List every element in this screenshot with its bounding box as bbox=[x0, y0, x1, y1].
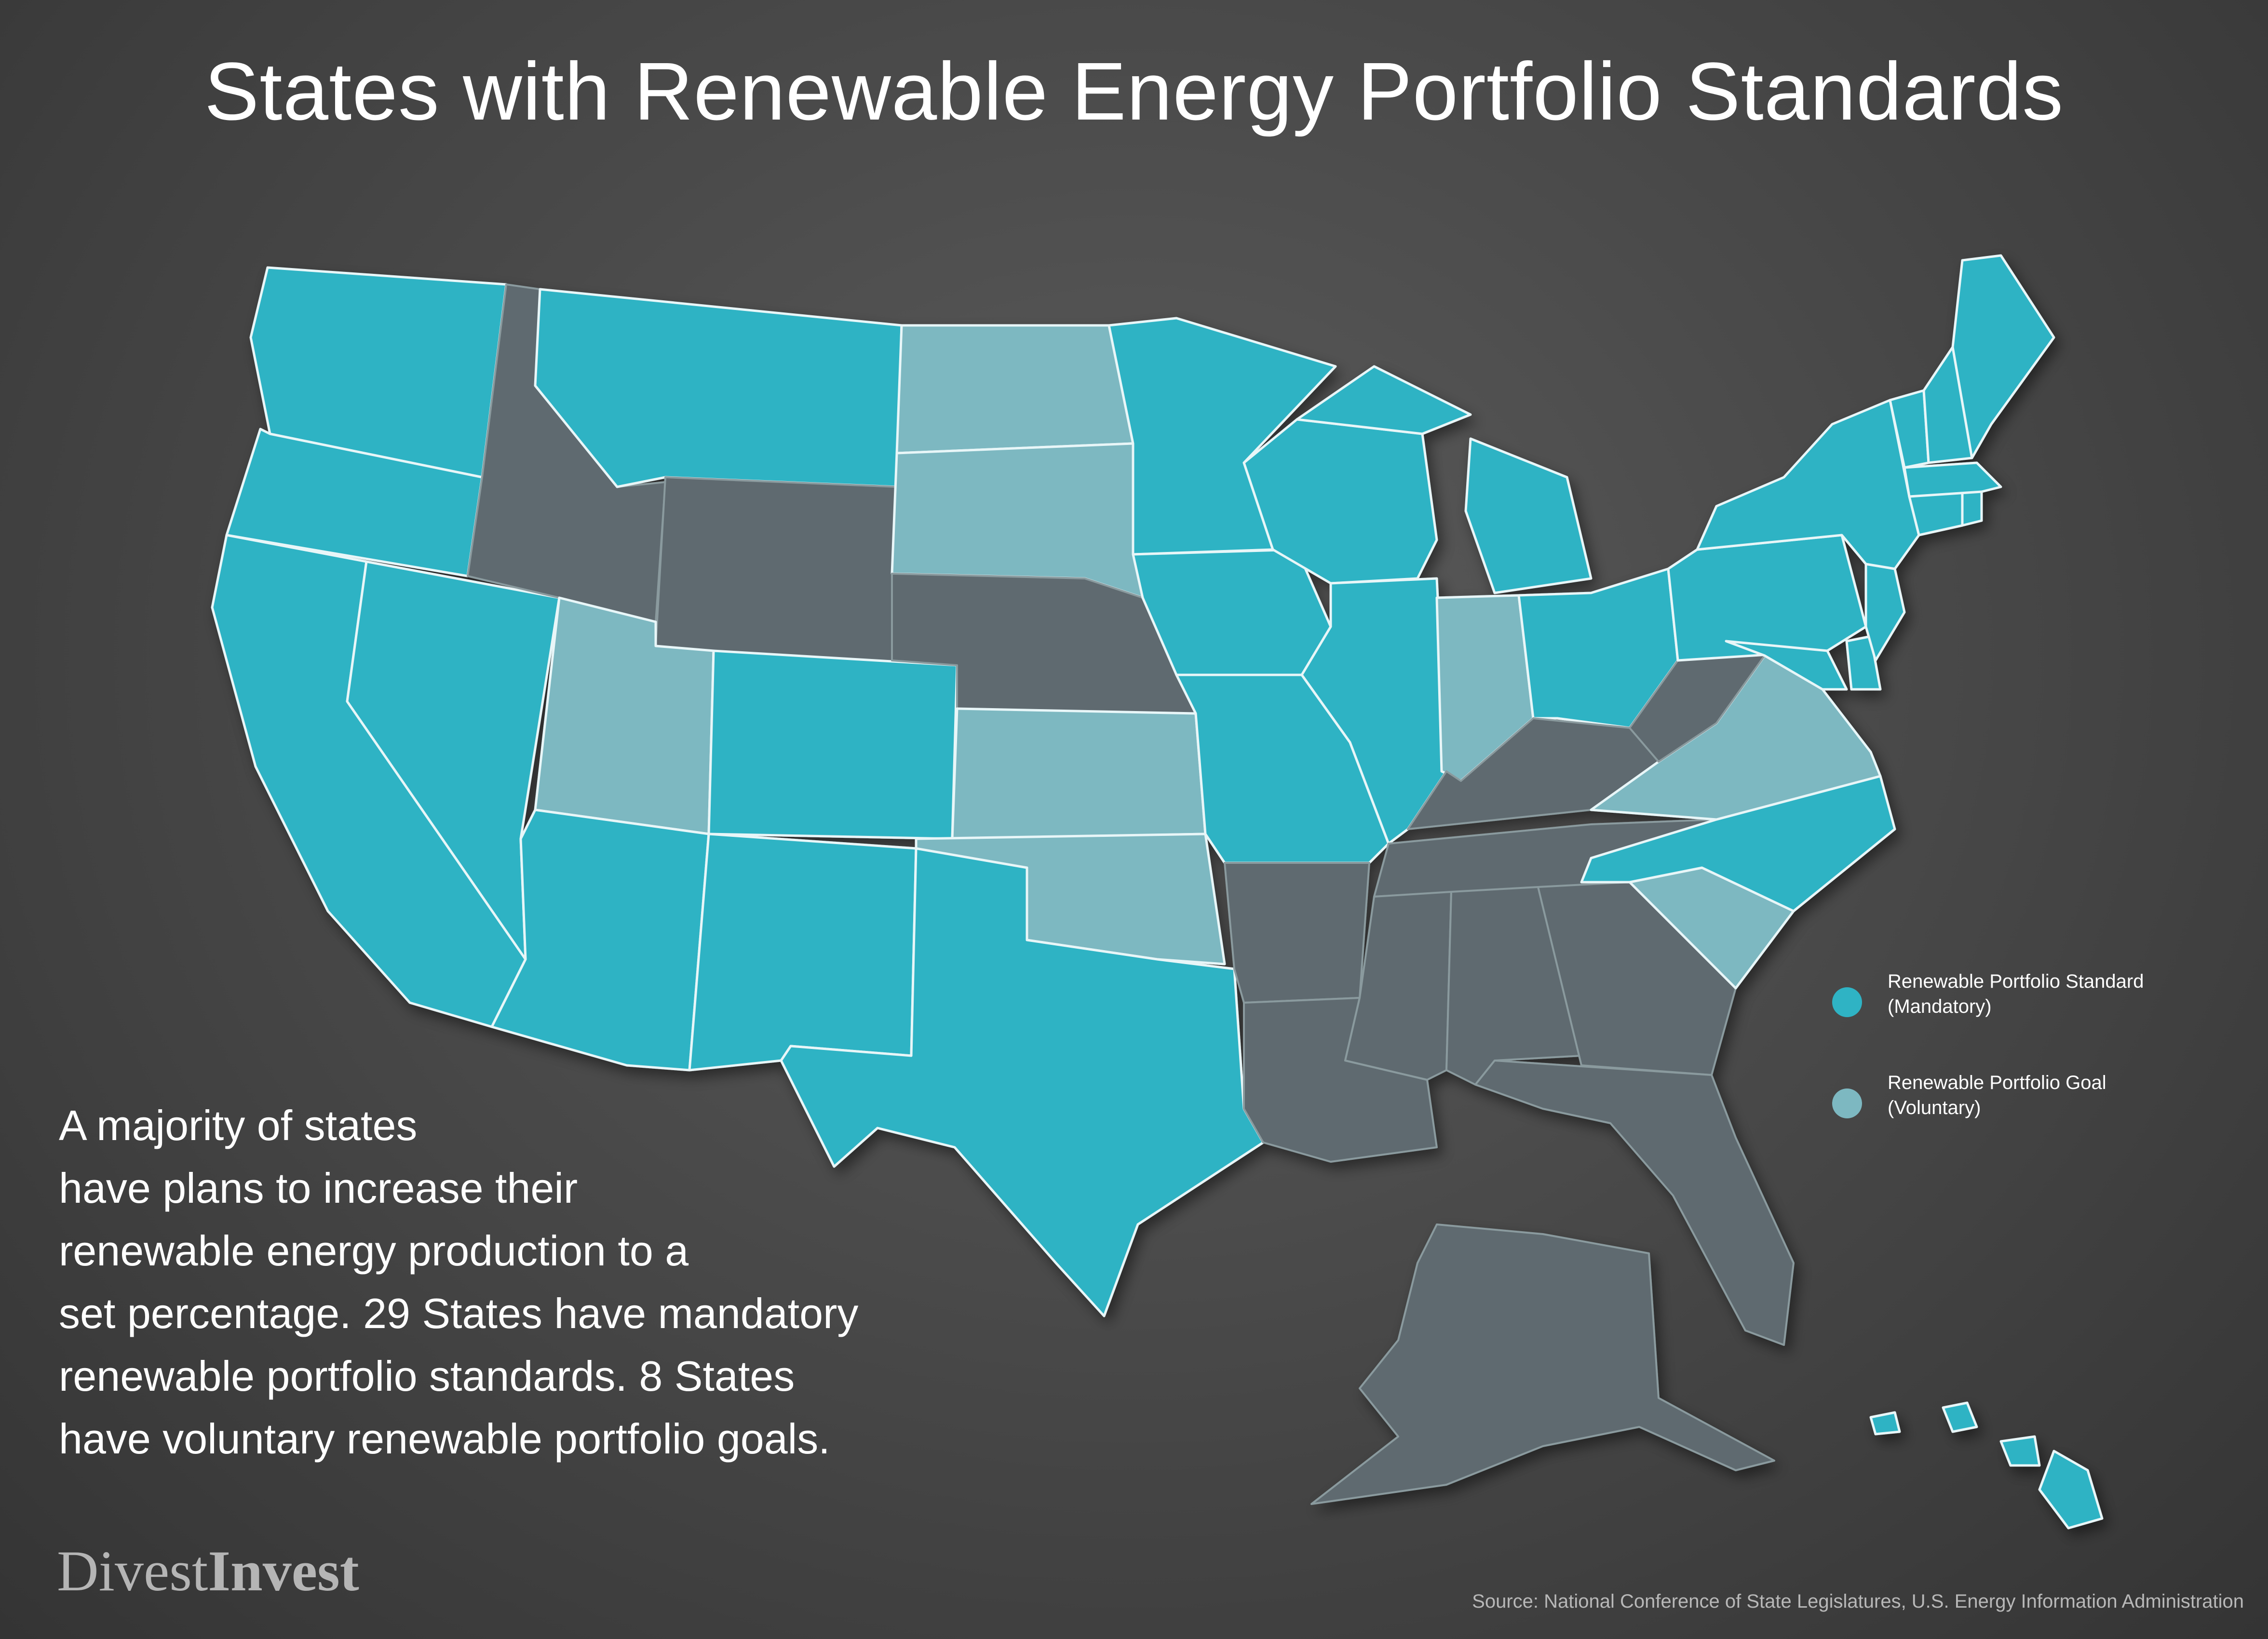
description-line: renewable energy production to a bbox=[59, 1227, 689, 1275]
state-rhode-island bbox=[1961, 490, 1983, 527]
description-line: renewable portfolio standards. 8 States bbox=[59, 1352, 795, 1400]
description-line: have plans to increase their bbox=[59, 1164, 578, 1212]
state-hawaii-kauai bbox=[1869, 1411, 1901, 1436]
state-arkansas bbox=[1224, 862, 1370, 1004]
legend-label-line: (Mandatory) bbox=[1888, 996, 1992, 1017]
state-pennsylvania bbox=[1667, 534, 1867, 662]
state-connecticut bbox=[1908, 490, 1964, 537]
state-maine bbox=[1951, 254, 2055, 459]
legend: Renewable Portfolio Standard (Mandatory)… bbox=[1827, 969, 2237, 1171]
source-note: Source: National Conference of State Leg… bbox=[1472, 1591, 2244, 1612]
state-hawaii-oahu bbox=[1942, 1401, 1978, 1433]
legend-label-goal: Renewable Portfolio Goal (Voluntary) bbox=[1888, 1070, 2106, 1120]
state-florida bbox=[1474, 1060, 1795, 1346]
state-kansas bbox=[951, 707, 1207, 840]
legend-label-mandatory: Renewable Portfolio Standard (Mandatory) bbox=[1888, 969, 2144, 1019]
state-michigan-up bbox=[1296, 365, 1472, 435]
state-north-dakota bbox=[895, 324, 1134, 455]
legend-item-mandatory: Renewable Portfolio Standard (Mandatory) bbox=[1827, 969, 2237, 1051]
legend-label-line: Renewable Portfolio Goal bbox=[1888, 1072, 2106, 1093]
description-line: have voluntary renewable portfolio goals… bbox=[59, 1415, 830, 1463]
state-texas bbox=[780, 847, 1265, 1317]
description-line: A majority of states bbox=[59, 1102, 418, 1149]
description-line: set percentage. 29 States have mandatory bbox=[59, 1290, 859, 1337]
state-arizona bbox=[490, 808, 710, 1072]
state-new-mexico bbox=[688, 833, 918, 1072]
brand-part-divest: Divest bbox=[57, 1539, 208, 1603]
brand-logo: DivestInvest bbox=[57, 1538, 359, 1604]
brand-part-invest: Invest bbox=[208, 1539, 359, 1603]
state-hawaii-big bbox=[2038, 1450, 2104, 1530]
legend-swatch-goal bbox=[1832, 1088, 1862, 1118]
state-michigan bbox=[1464, 437, 1593, 594]
legend-item-goal: Renewable Portfolio Goal (Voluntary) bbox=[1827, 1070, 2237, 1152]
state-maryland bbox=[1725, 640, 1848, 691]
description-text: A majority of states have plans to incre… bbox=[59, 1094, 858, 1470]
state-oregon bbox=[225, 428, 484, 578]
state-alaska bbox=[1310, 1223, 1775, 1505]
legend-label-line: Renewable Portfolio Standard bbox=[1888, 971, 2144, 992]
state-new-jersey bbox=[1864, 563, 1906, 662]
legend-swatch-mandatory bbox=[1832, 987, 1862, 1017]
state-colorado bbox=[707, 649, 958, 840]
state-hawaii-maui bbox=[1999, 1435, 2041, 1467]
legend-label-line: (Voluntary) bbox=[1888, 1097, 1981, 1118]
state-wyoming bbox=[655, 476, 898, 678]
state-massachusetts bbox=[1903, 461, 2002, 498]
page-title: States with Renewable Energy Portfolio S… bbox=[204, 46, 2064, 137]
